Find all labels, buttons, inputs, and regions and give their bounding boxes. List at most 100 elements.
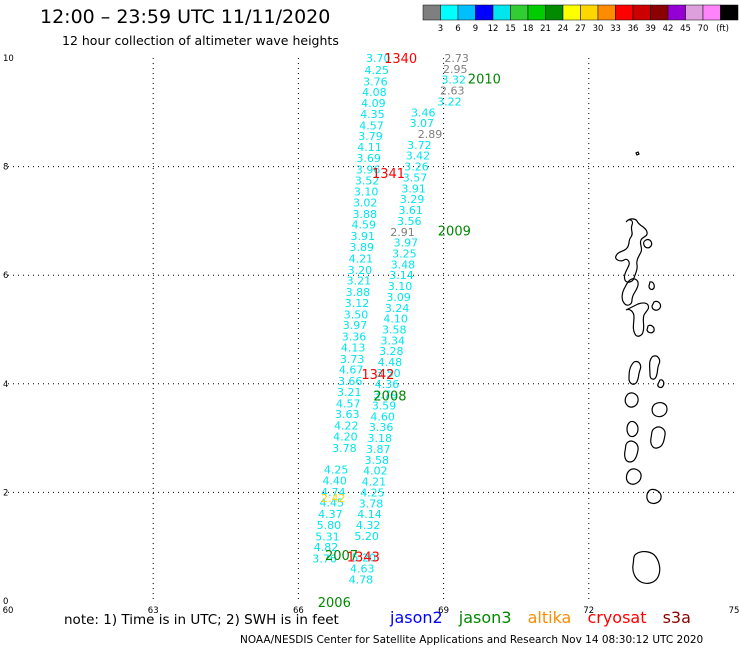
coastline-islands xyxy=(615,151,668,584)
wave-height-label: 2.73 xyxy=(444,52,469,65)
wave-height-label: 3.88 xyxy=(352,208,377,221)
island-outline xyxy=(632,551,661,584)
wave-height-label: 2.89 xyxy=(418,128,443,141)
island-outline xyxy=(651,300,662,311)
x-tick-label: 75 xyxy=(729,606,740,616)
time-annotation: 2007 xyxy=(325,549,358,564)
wave-height-label: 3.78 xyxy=(359,497,384,510)
wave-height-label: 4.10 xyxy=(383,313,408,326)
wave-height-label: 3.91 xyxy=(351,230,376,243)
wave-height-label: 3.24 xyxy=(385,302,410,315)
colorbar-tick-label: 18 xyxy=(523,24,534,34)
island-outline xyxy=(643,238,653,249)
y-tick-label: 10 xyxy=(3,54,14,64)
island-outline xyxy=(646,324,655,334)
wave-height-label: 4.59 xyxy=(351,219,376,232)
wave-height-label: 3.59 xyxy=(372,400,397,413)
wave-height-label: 3.88 xyxy=(346,286,371,299)
colorbar-tick-label: 45 xyxy=(680,24,691,34)
wave-height-label: 3.69 xyxy=(356,152,381,165)
time-annotation: 1342 xyxy=(361,368,394,383)
wave-height-label: 4.13 xyxy=(341,341,366,354)
island-outline xyxy=(626,420,639,438)
satellite-legend: jason2 jason3 altika cryosat s3a xyxy=(390,608,702,627)
y-tick-label: 4 xyxy=(3,380,8,390)
wave-height-label: 3.79 xyxy=(373,389,398,402)
wave-height-label: 3.66 xyxy=(338,375,363,388)
colorbar-tick-label: 36 xyxy=(628,24,639,34)
wave-height-label: 3.48 xyxy=(391,258,416,271)
wave-height-label: 3.73 xyxy=(340,353,365,366)
island-outline xyxy=(615,218,648,283)
wave-height-label: 3.34 xyxy=(381,334,406,347)
wave-height-label: 4.09 xyxy=(361,97,386,110)
wave-height-label: 3.76 xyxy=(363,75,388,88)
colorbar-tick-label: 70 xyxy=(698,24,709,34)
wave-height-label: 4.57 xyxy=(359,119,384,132)
wave-height-label: 4.57 xyxy=(336,397,361,410)
wave-height-label: 4.60 xyxy=(370,410,395,423)
x-tick-label: 72 xyxy=(583,606,594,616)
wave-height-label: 4.63 xyxy=(350,562,375,575)
wave-height-label: 3.02 xyxy=(353,196,378,209)
wave-height-label: 3.10 xyxy=(388,280,413,293)
wave-height-label: 3.12 xyxy=(345,297,370,310)
wave-height-label: 3.91 xyxy=(401,182,426,195)
colorbar-tick-label: 3 xyxy=(438,24,443,34)
x-tick-label: 63 xyxy=(148,606,159,616)
wave-height-label: 4.02 xyxy=(363,465,388,478)
y-tick-label: 8 xyxy=(3,163,8,173)
wave-height-label: 3.50 xyxy=(344,308,369,321)
wave-height-label: 4.40 xyxy=(322,474,347,487)
wave-height-label: 3.20 xyxy=(348,264,373,277)
colorbar-tick-label: 12 xyxy=(488,24,499,34)
island-outline xyxy=(651,402,668,418)
wave-height-label: 3.26 xyxy=(404,161,429,174)
wave-height-label: 3.97 xyxy=(394,237,419,250)
colorbar-unit-label: (ft) xyxy=(716,24,729,34)
y-tick-label: 0 xyxy=(3,597,8,607)
wave-height-label: 5.80 xyxy=(317,519,342,532)
wave-height-label: 4.36 xyxy=(375,378,400,391)
wave-height-label: 4.21 xyxy=(362,476,387,489)
wave-height-label: 3.07 xyxy=(410,117,435,130)
wave-height-label: 2.42 xyxy=(321,492,346,505)
wave-height-label: 4.35 xyxy=(360,108,385,121)
wave-height-label: 4.11 xyxy=(357,141,382,154)
wave-height-label: 3.52 xyxy=(355,175,380,188)
wave-height-label: 3.46 xyxy=(411,106,436,119)
wave-height-label: 2.95 xyxy=(443,63,468,76)
wave-height-label: 3.79 xyxy=(358,130,383,143)
colorbar-tick-label: 24 xyxy=(558,24,569,34)
island-outline xyxy=(625,468,642,485)
wave-height-label: 3.56 xyxy=(397,215,422,228)
wave-height-label: 3.89 xyxy=(350,241,375,254)
wave-height-label: 3.09 xyxy=(386,291,411,304)
wave-height-label: 2.63 xyxy=(440,85,465,98)
data-labels: 3.704.253.764.084.094.354.573.794.113.69… xyxy=(312,52,469,586)
island-outline xyxy=(648,281,655,291)
island-outline xyxy=(625,302,650,337)
colorbar-swatch xyxy=(720,4,739,21)
wave-height-label: 3.76 xyxy=(312,553,337,566)
time-annotation: 1340 xyxy=(384,52,417,67)
satellite-s3a: s3a xyxy=(662,608,691,627)
credit-line: NOAA/NESDIS Center for Satellite Applica… xyxy=(240,634,704,646)
wave-height-label: 5.20 xyxy=(351,552,376,565)
wave-height-label: 4.25 xyxy=(360,486,385,499)
island-outline xyxy=(650,426,666,449)
time-annotation: 2010 xyxy=(468,73,501,88)
colorbar-legend: 3 6 9 12 15 18 21 24 27 30 33 36 39 42 45 70 (ft) xyxy=(422,4,739,34)
wave-height-label: 3.70 xyxy=(366,52,391,65)
wave-height-label: 4.82 xyxy=(314,541,339,554)
wave-height-label: 3.14 xyxy=(389,269,414,282)
island-outline xyxy=(657,379,665,389)
wave-height-label: 3.61 xyxy=(398,204,423,217)
y-tick-label: 6 xyxy=(3,271,8,281)
wave-height-label: 3.63 xyxy=(335,408,360,421)
x-tick-label: 69 xyxy=(438,606,449,616)
wave-height-label: 4.14 xyxy=(357,508,382,521)
x-tick-label: 60 xyxy=(3,606,14,616)
